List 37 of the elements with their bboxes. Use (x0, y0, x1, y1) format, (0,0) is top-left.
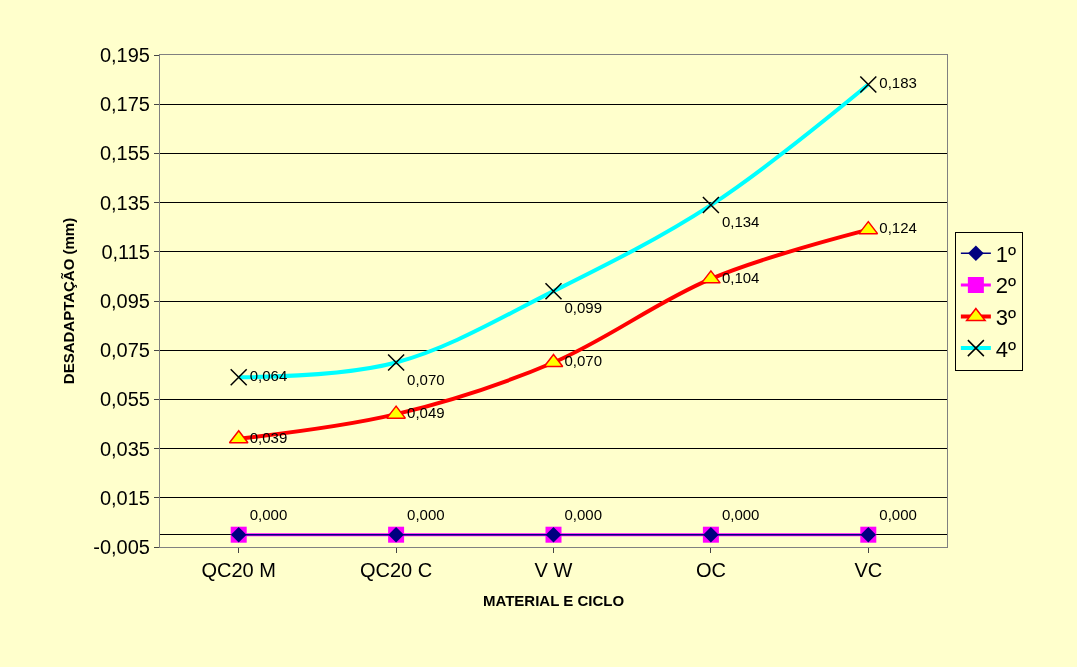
x-tick-label: VC (854, 559, 883, 581)
y-tick-label: 0,155 (99, 142, 150, 165)
data-label: 0,104 (721, 268, 760, 286)
y-tick-label: 0,015 (99, 486, 150, 509)
x-tick-label: QC20 M (201, 559, 276, 581)
point (543, 353, 564, 368)
y-tick-label: 0,075 (99, 339, 150, 362)
data-label: 0,070 (407, 370, 445, 388)
y-tick-label: 0,195 (99, 44, 150, 66)
point (858, 220, 879, 235)
y-axis-title: DESADAPTAÇÃO (mm) (59, 217, 77, 385)
legend-label: 1º (995, 241, 1017, 267)
data-label: 0,000 (407, 505, 445, 523)
legend-label: 3º (995, 305, 1017, 331)
data-label: 0,099 (564, 299, 603, 317)
data-label: 0,000 (721, 505, 760, 523)
data-label: 0,183 (879, 74, 917, 92)
legend-label: 2º (995, 273, 1017, 299)
data-label: 0,134 (721, 213, 760, 231)
y-tick-label: 0,135 (99, 191, 150, 214)
x-tick-label: OC (695, 559, 726, 581)
y-tick-label: 0,055 (99, 388, 150, 411)
y-tick-label: 0,115 (101, 240, 150, 263)
data-label: 0,000 (564, 505, 603, 523)
legend-label: 4º (995, 336, 1017, 362)
y-tick-label: 0,035 (99, 437, 150, 460)
x-tick-label: V W (534, 559, 573, 581)
data-label: 0,049 (407, 403, 445, 421)
x-axis-title: MATERIAL E CICLO (482, 592, 625, 609)
y-tick-label: 0,175 (99, 93, 150, 116)
data-label: 0,000 (879, 505, 917, 523)
data-label: 0,124 (879, 219, 917, 237)
y-tick-label: -0,005 (93, 536, 150, 558)
data-label: 0,000 (249, 505, 288, 523)
x-tick-label: QC20 C (359, 559, 433, 581)
data-label: 0,070 (564, 352, 603, 370)
y-tick-label: 0,095 (99, 290, 150, 312)
